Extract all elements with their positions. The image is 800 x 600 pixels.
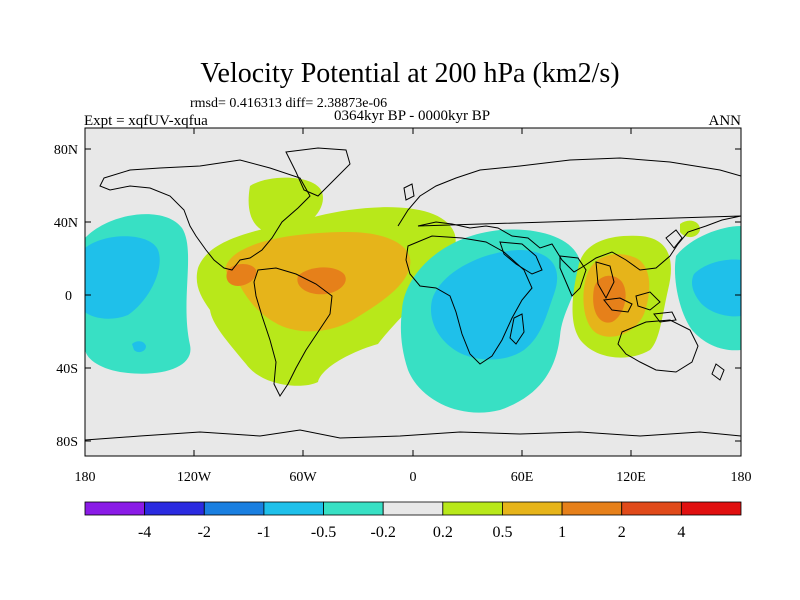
lat-label-0: 0	[65, 289, 72, 304]
contour-westpacific-weak-positive	[680, 220, 700, 238]
coast-maritime-islands	[603, 291, 677, 323]
colorbar-box-5	[382, 501, 444, 516]
coast-australia	[617, 319, 699, 373]
coast-madagascar	[509, 313, 525, 345]
colorbar-label-8: 2	[618, 524, 626, 541]
colorbar-box-0	[84, 501, 146, 516]
coast-north-america	[99, 159, 311, 271]
coast-arabia	[499, 241, 543, 275]
colorbar-box-6	[442, 501, 503, 516]
colorbar-label-4: -0.2	[371, 524, 396, 541]
contour-small-negative-cell	[132, 341, 146, 353]
longitude-labels: 180 120W 60W 0 60E 120E 180	[75, 470, 752, 485]
colorbar-label-6: 0.5	[492, 524, 512, 541]
colorbar-box-8	[561, 501, 623, 516]
lon-label-120e: 120E	[616, 470, 646, 485]
figure-title: Velocity Potential at 200 hPa (km2/s)	[200, 58, 619, 89]
colorbar-box-10	[680, 501, 742, 516]
colorbar-label-5: 0.2	[433, 524, 453, 541]
lon-label-0: 0	[410, 470, 417, 485]
lon-label-180w: 180	[75, 470, 96, 485]
colorbar-box-9	[621, 501, 682, 516]
coast-africa	[405, 235, 533, 365]
lat-label-80n: 80N	[54, 143, 78, 158]
lat-label-40n: 40N	[54, 216, 78, 231]
coast-antarctica	[85, 429, 741, 441]
colorbar-label-7: 1	[558, 524, 566, 541]
coast-japan	[665, 229, 683, 249]
coast-greenland	[285, 147, 351, 197]
colorbar-box-3	[263, 501, 324, 516]
colorbar-boxes	[84, 501, 742, 516]
lon-label-60w: 60W	[289, 470, 317, 485]
experiment-label: Expt = xqfUV-xqfua	[84, 113, 208, 129]
lon-label-180e: 180	[731, 470, 752, 485]
colorbar-box-7	[502, 501, 563, 516]
coast-south-america	[253, 267, 333, 397]
colorbar-label-2: -1	[257, 524, 270, 541]
lat-label-80s: 80S	[56, 435, 78, 450]
colorbar-label-3: -0.5	[311, 524, 336, 541]
colorbar: -4 -2 -1 -0.5 -0.2 0.2 0.5 1 2 4	[84, 501, 742, 541]
contour-caribbean-strong-positive	[226, 264, 257, 286]
colorbar-box-2	[203, 501, 265, 516]
colorbar-box-1	[144, 501, 205, 516]
contour-africa-negative	[430, 250, 558, 360]
colorbar-label-9: 4	[677, 524, 685, 541]
colorbar-label-1: -2	[198, 524, 211, 541]
lon-label-120w: 120W	[177, 470, 212, 485]
lat-label-40s: 40S	[56, 362, 78, 377]
axis-ticks	[84, 128, 742, 456]
colorbar-labels: -4 -2 -1 -0.5 -0.2 0.2 0.5 1 2 4	[138, 524, 685, 541]
map-panel: 180 120W 60W 0 60E 120E 180 80N 40N 0 40…	[54, 127, 752, 485]
coast-europe-asia	[397, 157, 741, 273]
latitude-labels: 80N 40N 0 40S 80S	[54, 143, 78, 450]
coast-new-zealand	[711, 363, 725, 381]
coast-british-isles	[403, 183, 415, 201]
coast-southeast-asia	[595, 261, 615, 300]
lon-label-60e: 60E	[511, 470, 534, 485]
coastlines	[85, 147, 741, 441]
season-label: ANN	[709, 113, 742, 129]
colorbar-box-4	[323, 501, 384, 516]
contour-westpacific-negative	[692, 259, 741, 317]
colorbar-label-0: -4	[138, 524, 151, 541]
stats-line: rmsd= 0.416313 diff= 2.38873e-06	[190, 96, 387, 111]
period-label: 0364kyr BP - 0000kyr BP	[334, 108, 490, 124]
contour-amazon-strong-positive	[297, 267, 346, 295]
coast-india	[559, 255, 587, 297]
contour-eastpacific-negative	[85, 236, 160, 319]
